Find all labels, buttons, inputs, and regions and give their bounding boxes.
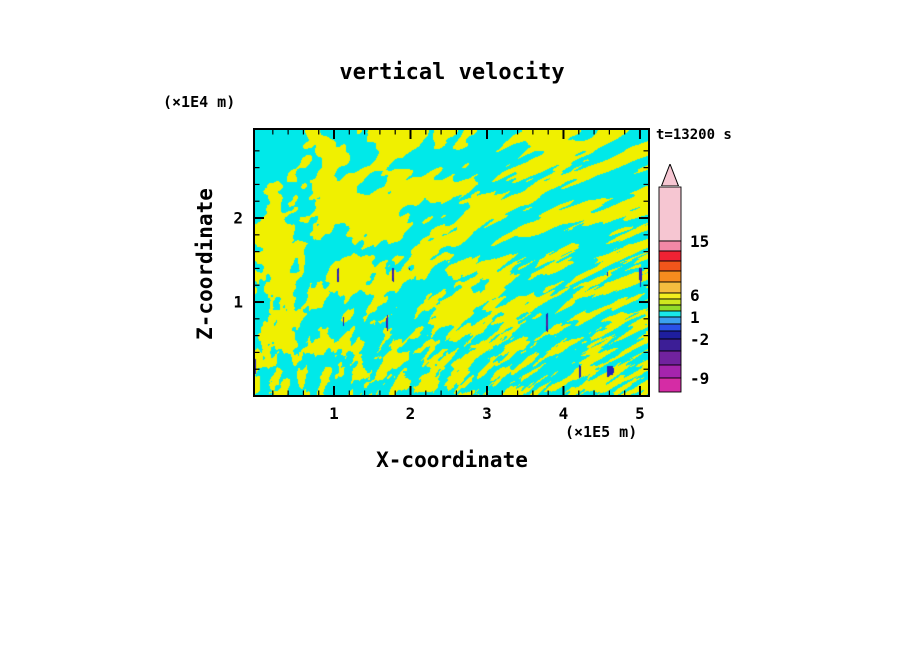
colorbar-segment (658, 304, 682, 312)
y-axis-title: Z-coordinate (193, 188, 217, 340)
colorbar-bar (658, 186, 682, 393)
colorbar (658, 164, 682, 393)
plot-area (253, 128, 650, 397)
y-tick-label: 2 (233, 208, 243, 228)
x-axis-title: X-coordinate (376, 448, 528, 472)
chart-title: vertical velocity (339, 60, 565, 85)
colorbar-segment (658, 250, 682, 262)
y-axis-unit-label: (×1E4 m) (163, 93, 236, 111)
colorbar-segment (658, 292, 682, 300)
colorbar-arrow-icon (660, 164, 680, 186)
x-tick-label: 4 (558, 404, 569, 423)
x-tick-label: 1 (329, 404, 339, 423)
colorbar-segment (658, 338, 682, 352)
time-label: t=13200 s (656, 127, 732, 143)
colorbar-segment (658, 377, 682, 393)
x-tick-label: 5 (635, 404, 645, 423)
colorbar-tick-label: 1 (690, 307, 700, 327)
colorbar-segment (658, 310, 682, 318)
colorbar-tick-label: -9 (690, 369, 710, 389)
x-tick-label: 2 (405, 404, 416, 423)
colorbar-segment (658, 350, 682, 366)
colorbar-segment (658, 186, 682, 242)
colorbar-segment (658, 240, 682, 252)
colorbar-segment (658, 364, 682, 379)
colorbar-segment (658, 323, 682, 332)
y-tick-label: 1 (233, 292, 243, 312)
colorbar-segment (658, 270, 682, 283)
colorbar-tick-label: -2 (690, 329, 710, 349)
x-tick-label: 3 (482, 404, 492, 423)
x-axis-unit-label: (×1E5 m) (565, 423, 638, 441)
colorbar-segment (658, 260, 682, 272)
heatmap-canvas (255, 130, 648, 395)
colorbar-tick-label: 15 (690, 231, 710, 251)
colorbar-segment (658, 281, 682, 294)
colorbar-segment (658, 298, 682, 306)
colorbar-segment (658, 330, 682, 340)
colorbar-tick-label: 6 (690, 286, 700, 306)
colorbar-segment (658, 316, 682, 325)
